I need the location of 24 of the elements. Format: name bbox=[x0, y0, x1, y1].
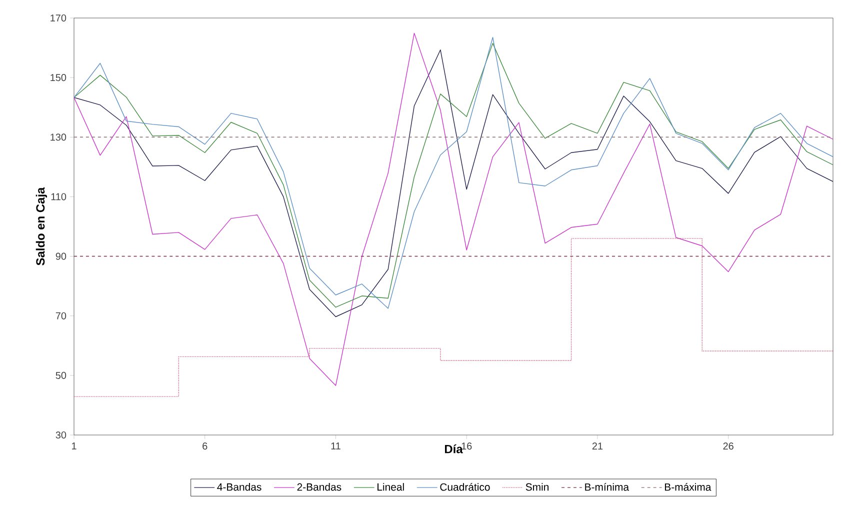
legend-label: 4-Bandas bbox=[217, 483, 262, 491]
x-axis-title: Día bbox=[445, 444, 463, 454]
x-tick-label: 16 bbox=[462, 442, 472, 450]
y-tick-label: 130 bbox=[50, 134, 66, 141]
y-tick-label: 170 bbox=[50, 14, 66, 22]
legend-label: Smin bbox=[526, 483, 549, 491]
line-series bbox=[74, 32, 834, 386]
legend-label: Lineal bbox=[378, 483, 404, 491]
legend-label: Cuadrático bbox=[440, 482, 490, 491]
y-tick-label: 90 bbox=[56, 252, 66, 260]
x-tick-label: 6 bbox=[202, 442, 208, 450]
y-axis-title: Saldo en Caja bbox=[36, 187, 48, 266]
y-tick-label: 70 bbox=[56, 312, 66, 320]
legend-label: B-máxima bbox=[664, 482, 712, 491]
legend-label: 2-Bandas bbox=[297, 483, 342, 491]
x-tick-label: 21 bbox=[592, 442, 603, 450]
x-tick-label: 26 bbox=[723, 442, 734, 450]
y-tick-label: 50 bbox=[56, 372, 66, 379]
x-tick-label: 11 bbox=[331, 442, 340, 450]
y-tick-label: 150 bbox=[50, 74, 66, 82]
y-tick-label: 110 bbox=[51, 193, 66, 200]
x-tick-label: 1 bbox=[72, 442, 76, 450]
y-tick-label: 30 bbox=[56, 431, 66, 439]
legend-label: B-mínima bbox=[585, 482, 630, 491]
